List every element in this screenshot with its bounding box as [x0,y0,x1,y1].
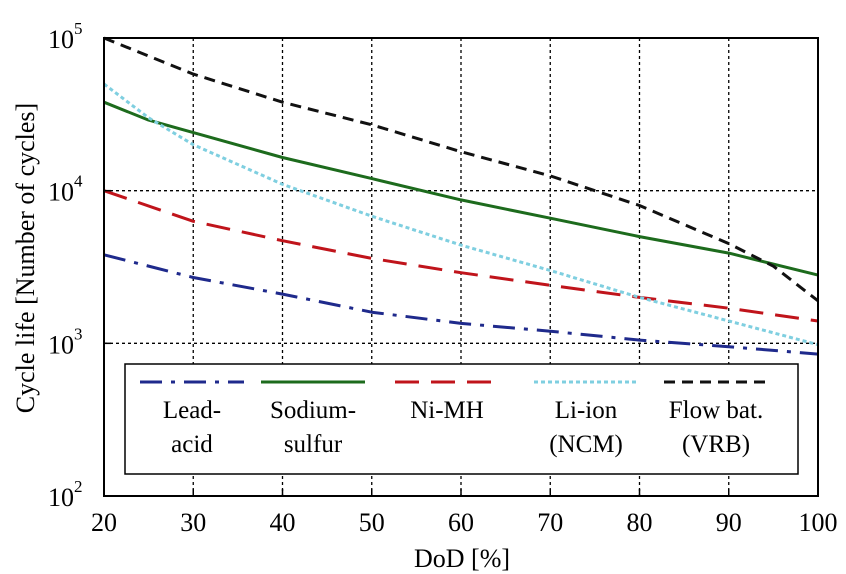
legend: Lead-acid Sodium-sulfur Ni-MH Li-ion (NCM) Fl… [124,363,799,475]
legend-label: sulfur [284,431,343,458]
series-line-2 [103,189,819,323]
y-tick-label: 105 [48,19,83,54]
x-tick-label: 20 [91,508,117,537]
x-tick-label: 40 [270,508,296,537]
legend-label: (NCM) [549,431,623,458]
legend-label: Lead- [163,397,221,424]
x-tick-label: 100 [799,508,838,537]
x-tick-label: 60 [448,508,474,537]
y-tick-label: 102 [48,477,83,512]
x-axis-label: DoD [%] [414,544,510,573]
x-tick-label: 90 [716,508,742,537]
legend-label: acid [171,431,213,458]
plot-frame [103,37,819,497]
legend-label: Ni-MH [410,397,484,424]
legend-label: Li-ion [555,397,618,424]
legend-label: (VRB) [682,431,750,458]
series-line-1 [103,100,819,277]
x-tick-label: 70 [537,508,563,537]
series-line-4 [103,36,819,302]
series-line-3 [103,82,819,347]
axes: 20 30 40 50 60 70 80 90 100 102 103 104 105 [48,19,838,537]
y-tick-label: 103 [48,324,83,359]
x-tick-label: 50 [359,508,385,537]
legend-label: Flow bat. [669,397,763,424]
series-line-0 [103,253,819,356]
y-tick-label: 104 [48,172,83,207]
y-axis-label: Cycle life [Number of cycles] [11,103,40,413]
x-tick-label: 30 [180,508,206,537]
series-lines [103,36,819,356]
legend-label: Sodium- [270,397,356,424]
x-tick-label: 80 [627,508,653,537]
grid-lines [104,38,818,496]
